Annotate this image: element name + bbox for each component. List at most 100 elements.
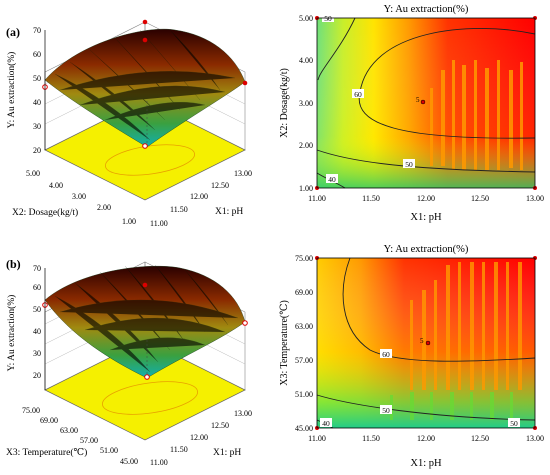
y-ticks-a: 5.00 4.00 3.00 2.00 1.00 <box>26 169 136 226</box>
svg-text:1.00: 1.00 <box>299 184 313 193</box>
svg-text:70: 70 <box>33 26 41 35</box>
surface-mesh <box>54 264 239 373</box>
svg-text:12.00: 12.00 <box>190 433 208 442</box>
floor-contour-line <box>102 381 198 415</box>
svg-text:20: 20 <box>33 146 41 155</box>
svg-text:11.00: 11.00 <box>308 194 326 203</box>
contour-title-a: Y: Au extraction(%) <box>384 4 469 15</box>
svg-text:13.00: 13.00 <box>526 434 544 443</box>
design-point <box>142 282 148 288</box>
svg-text:11.00: 11.00 <box>308 434 326 443</box>
contour-plot-a: 50 60 50 40 5 Y: Au extraction(%) 5.00 4… <box>279 4 544 223</box>
svg-text:70: 70 <box>33 264 41 273</box>
x-axis-label-a: X1: pH <box>215 207 243 217</box>
svg-text:12.00: 12.00 <box>417 434 435 443</box>
svg-text:12.50: 12.50 <box>211 421 229 430</box>
svg-text:11.50: 11.50 <box>362 434 380 443</box>
svg-text:13.00: 13.00 <box>526 194 544 203</box>
contour-line-50b <box>316 149 536 173</box>
svg-text:12.50: 12.50 <box>211 181 229 190</box>
svg-text:11.00: 11.00 <box>150 458 168 467</box>
z-ticks-a: 20 30 40 50 60 70 <box>33 26 41 155</box>
y-axis-label-a: X2: Dosage(kg/t) <box>12 207 78 218</box>
svg-text:50: 50 <box>405 160 413 169</box>
svg-text:4.00: 4.00 <box>49 181 63 190</box>
y-axis-label-contour-b: X3: Temperature(℃) <box>279 300 290 386</box>
x-axis-label-contour-a: X1: pH <box>410 212 442 223</box>
svg-text:13.00: 13.00 <box>234 409 252 418</box>
panel-label-a: (a) <box>6 25 20 39</box>
contour-stripes-a <box>430 60 523 170</box>
svg-text:11.50: 11.50 <box>362 194 380 203</box>
svg-text:3.00: 3.00 <box>299 99 313 108</box>
contour-labels-b: 60 50 50 40 <box>320 349 520 428</box>
design-point <box>144 374 150 380</box>
surface-mesh <box>54 29 236 141</box>
svg-text:11.00: 11.00 <box>150 219 168 228</box>
svg-text:57.00: 57.00 <box>295 356 313 365</box>
svg-text:45.00: 45.00 <box>120 457 138 466</box>
contour-line-50-b <box>316 394 536 421</box>
svg-text:45.00: 45.00 <box>295 424 313 433</box>
center-point-a <box>420 99 426 105</box>
design-point <box>242 320 248 326</box>
svg-text:2.00: 2.00 <box>299 141 313 150</box>
y-axis-label-contour-a: X2: Dosage(kg/t) <box>279 68 290 138</box>
svg-text:11.50: 11.50 <box>170 445 188 454</box>
svg-text:12.00: 12.00 <box>417 194 435 203</box>
design-point <box>142 143 148 149</box>
svg-text:60: 60 <box>354 90 362 99</box>
contour-title-b: Y: Au extraction(%) <box>384 244 469 255</box>
panel-label-b: (b) <box>6 257 21 271</box>
svg-text:30: 30 <box>33 349 41 358</box>
x-axis-label-b: X1: pH <box>213 448 241 458</box>
design-point <box>242 80 248 86</box>
svg-text:50: 50 <box>33 305 41 314</box>
center-point-b <box>425 340 431 346</box>
svg-text:63.00: 63.00 <box>295 322 313 331</box>
contour-line-50 <box>317 17 356 81</box>
design-point <box>142 37 148 43</box>
z-axis-label-b: Y: Au extraction(%) <box>6 295 17 372</box>
plot-frame-b <box>316 257 536 429</box>
design-point <box>142 19 148 25</box>
x-ticks-b: 13.00 12.50 12.00 11.50 11.00 <box>150 409 252 467</box>
svg-text:11.50: 11.50 <box>170 205 188 214</box>
center-point-label: 5 <box>416 96 420 104</box>
svg-text:57.00: 57.00 <box>80 436 98 445</box>
contour-plot-b: 60 50 50 40 5 Y: Au extraction(%) 75.00 … <box>279 244 544 469</box>
x-ticks-a: 13.00 12.50 12.00 11.50 11.00 <box>150 169 252 228</box>
x-ticks-contour-b: 11.00 11.50 12.00 12.50 13.00 <box>308 434 544 443</box>
svg-text:69.00: 69.00 <box>40 416 58 425</box>
svg-text:12.50: 12.50 <box>471 434 489 443</box>
svg-text:20: 20 <box>33 371 41 380</box>
x-axis-label-contour-b: X1: pH <box>410 458 442 469</box>
contour-stripes-b <box>410 262 522 390</box>
svg-text:60: 60 <box>33 283 41 292</box>
svg-text:63.00: 63.00 <box>60 426 78 435</box>
svg-text:1.00: 1.00 <box>122 217 136 226</box>
svg-text:4.00: 4.00 <box>299 56 313 65</box>
svg-text:51.00: 51.00 <box>100 446 118 455</box>
svg-text:40: 40 <box>328 175 336 184</box>
surface-plot-b: 20 30 40 50 60 70 Y: Au extraction(%) 75… <box>6 261 252 467</box>
svg-text:12.00: 12.00 <box>190 192 208 201</box>
svg-text:50: 50 <box>510 419 518 428</box>
svg-text:40: 40 <box>33 327 41 336</box>
svg-text:5.00: 5.00 <box>26 169 40 178</box>
y-ticks-contour-a: 5.00 4.00 3.00 2.00 1.00 <box>299 14 313 193</box>
y-ticks-b: 75.00 69.00 63.00 57.00 51.00 45.00 <box>22 406 138 466</box>
svg-text:50: 50 <box>33 74 41 83</box>
svg-text:51.00: 51.00 <box>295 390 313 399</box>
svg-text:40: 40 <box>322 419 330 428</box>
svg-text:69.00: 69.00 <box>295 288 313 297</box>
svg-text:60: 60 <box>33 50 41 59</box>
svg-text:5.00: 5.00 <box>299 14 313 23</box>
y-axis-label-b: X3: Temperature(℃) <box>6 447 87 458</box>
contour-labels-a: 50 60 50 40 <box>322 13 415 184</box>
svg-text:40: 40 <box>33 98 41 107</box>
svg-text:75.00: 75.00 <box>22 406 40 415</box>
svg-text:75.00: 75.00 <box>295 254 313 263</box>
contour-line-60-b <box>342 257 536 362</box>
